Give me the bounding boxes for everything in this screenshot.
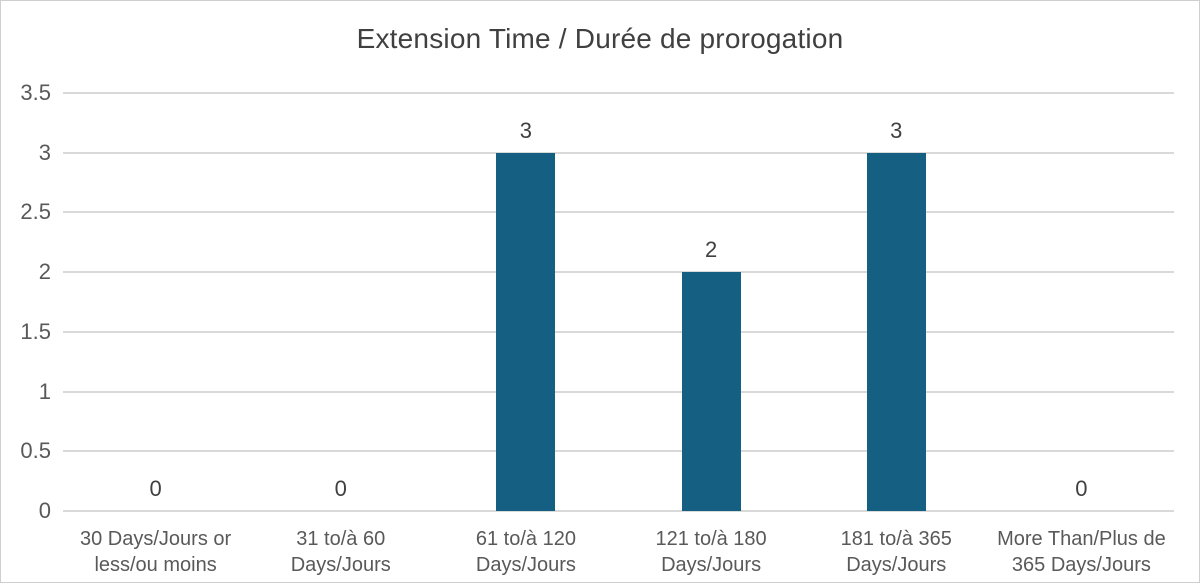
gridline (63, 271, 1174, 274)
gridline (63, 510, 1174, 512)
gridline (63, 211, 1174, 214)
gridline (63, 450, 1174, 453)
x-axis-category-label: 121 to/à 180 Days/Jours (655, 528, 767, 576)
gridline (63, 390, 1174, 393)
bar-value-label: 3 (890, 118, 903, 143)
gridline (63, 330, 1174, 333)
x-axis-category-label: 61 to/à 120 Days/Jours (475, 528, 576, 576)
x-axis-category-label: More Than/Plus de 365 Days/Jours (997, 528, 1166, 576)
y-axis-tick-label: 1.5 (20, 318, 51, 344)
bar (866, 153, 926, 511)
x-axis: 30 Days/Jours or less/ou moins 31 to/à 60… (63, 526, 1174, 582)
gridline (63, 92, 1174, 94)
plot-area: 0 0 3 2 3 0 (63, 92, 1174, 512)
y-axis: 0 0.5 1 1.5 2 2.5 3 3.5 (1, 81, 51, 523)
y-axis-tick-label: 3 (38, 139, 51, 165)
bar-value-label: 0 (149, 476, 162, 501)
bar-value-label: 0 (334, 476, 347, 501)
x-axis-category-label: 181 to/à 365 Days/Jours (840, 528, 952, 576)
y-axis-tick-label: 3.5 (20, 80, 51, 105)
y-axis-tick-label: 2 (38, 259, 51, 285)
bar-value-label: 3 (519, 118, 533, 143)
bar-value-label: 0 (1075, 476, 1088, 501)
bar (496, 153, 556, 511)
y-axis-tick-label: 2.5 (20, 199, 51, 225)
x-axis-category-label: 31 to/à 60 Days/Jours (290, 528, 391, 576)
bar-value-label: 2 (704, 237, 718, 262)
bar (681, 272, 741, 511)
y-axis-tick-label: 0.5 (20, 438, 51, 464)
chart-title: Extension Time / Durée de prorogation (356, 23, 844, 54)
y-axis-tick-label: 0 (38, 498, 51, 523)
gridline (63, 151, 1174, 154)
y-axis-tick-label: 1 (38, 378, 51, 404)
x-axis-category-label: 30 Days/Jours or less/ou moins (79, 528, 232, 576)
